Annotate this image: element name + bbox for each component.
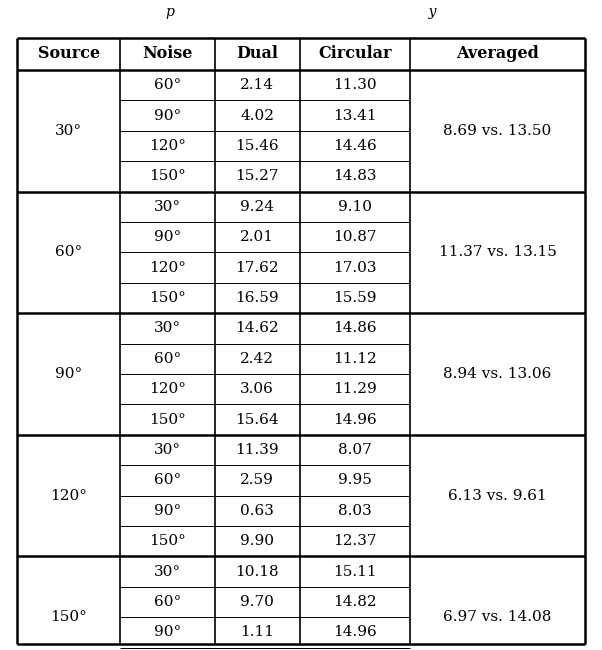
- Text: 30°: 30°: [154, 200, 181, 214]
- Text: 2.42: 2.42: [240, 352, 275, 366]
- Text: Averaged: Averaged: [456, 46, 539, 62]
- Text: 60°: 60°: [154, 595, 181, 609]
- Text: 2.59: 2.59: [240, 473, 275, 488]
- Text: 8.03: 8.03: [338, 504, 371, 518]
- Text: Noise: Noise: [143, 46, 193, 62]
- Text: 120°: 120°: [149, 382, 186, 396]
- Text: 1.11: 1.11: [240, 625, 275, 640]
- Text: 14.86: 14.86: [333, 321, 377, 335]
- Text: 150°: 150°: [149, 291, 186, 305]
- Text: 15.27: 15.27: [235, 170, 279, 183]
- Text: 15.11: 15.11: [333, 565, 377, 578]
- Text: 2.14: 2.14: [240, 78, 275, 92]
- Text: 120°: 120°: [50, 489, 87, 502]
- Text: 14.82: 14.82: [333, 595, 377, 609]
- Text: 14.62: 14.62: [235, 321, 279, 335]
- Text: 150°: 150°: [149, 413, 186, 426]
- Text: 60°: 60°: [55, 246, 82, 259]
- Text: 90°: 90°: [154, 109, 181, 123]
- Text: 150°: 150°: [149, 534, 186, 548]
- Text: 14.96: 14.96: [333, 413, 377, 426]
- Text: 8.94 vs. 13.06: 8.94 vs. 13.06: [443, 367, 552, 381]
- Text: 9.70: 9.70: [240, 595, 275, 609]
- Text: 15.59: 15.59: [333, 291, 377, 305]
- Text: 60°: 60°: [154, 473, 181, 488]
- Text: 30°: 30°: [154, 443, 181, 457]
- Text: 11.39: 11.39: [235, 443, 279, 457]
- Text: 8.69 vs. 13.50: 8.69 vs. 13.50: [444, 124, 551, 138]
- Text: 17.03: 17.03: [333, 261, 377, 274]
- Text: 12.37: 12.37: [333, 534, 377, 548]
- Text: 6.13 vs. 9.61: 6.13 vs. 9.61: [448, 489, 547, 502]
- Text: 14.46: 14.46: [333, 139, 377, 153]
- Text: 150°: 150°: [50, 610, 87, 624]
- Text: 17.62: 17.62: [235, 261, 279, 274]
- Text: Circular: Circular: [318, 46, 391, 62]
- Text: 150°: 150°: [149, 170, 186, 183]
- Text: p                                                          y: p y: [166, 5, 436, 19]
- Text: 16.59: 16.59: [235, 291, 279, 305]
- Text: 15.64: 15.64: [235, 413, 279, 426]
- Text: 9.95: 9.95: [338, 473, 372, 488]
- Text: 120°: 120°: [149, 261, 186, 274]
- Text: 14.83: 14.83: [333, 170, 377, 183]
- Text: 11.30: 11.30: [333, 78, 377, 92]
- Text: 30°: 30°: [55, 124, 82, 138]
- Text: 9.90: 9.90: [240, 534, 275, 548]
- Text: 10.87: 10.87: [333, 230, 377, 244]
- Text: 9.24: 9.24: [240, 200, 275, 214]
- Text: 60°: 60°: [154, 352, 181, 366]
- Text: 60°: 60°: [154, 78, 181, 92]
- Text: 2.01: 2.01: [240, 230, 275, 244]
- Text: 13.41: 13.41: [333, 109, 377, 123]
- Text: 6.97 vs. 14.08: 6.97 vs. 14.08: [443, 610, 552, 624]
- Text: 9.10: 9.10: [338, 200, 372, 214]
- Text: 11.37 vs. 13.15: 11.37 vs. 13.15: [439, 246, 556, 259]
- Text: 30°: 30°: [154, 321, 181, 335]
- Text: 90°: 90°: [154, 625, 181, 640]
- Text: 4.02: 4.02: [240, 109, 275, 123]
- Text: 90°: 90°: [55, 367, 82, 381]
- Text: 10.18: 10.18: [235, 565, 279, 578]
- Text: 3.06: 3.06: [240, 382, 275, 396]
- Text: 90°: 90°: [154, 230, 181, 244]
- Text: Dual: Dual: [237, 46, 278, 62]
- Text: 14.96: 14.96: [333, 625, 377, 640]
- Text: 8.07: 8.07: [338, 443, 371, 457]
- Text: 90°: 90°: [154, 504, 181, 518]
- Text: Source: Source: [37, 46, 99, 62]
- Text: 30°: 30°: [154, 565, 181, 578]
- Text: 120°: 120°: [149, 139, 186, 153]
- Text: 15.46: 15.46: [235, 139, 279, 153]
- Text: 11.29: 11.29: [333, 382, 377, 396]
- Text: 0.63: 0.63: [240, 504, 275, 518]
- Text: 11.12: 11.12: [333, 352, 377, 366]
